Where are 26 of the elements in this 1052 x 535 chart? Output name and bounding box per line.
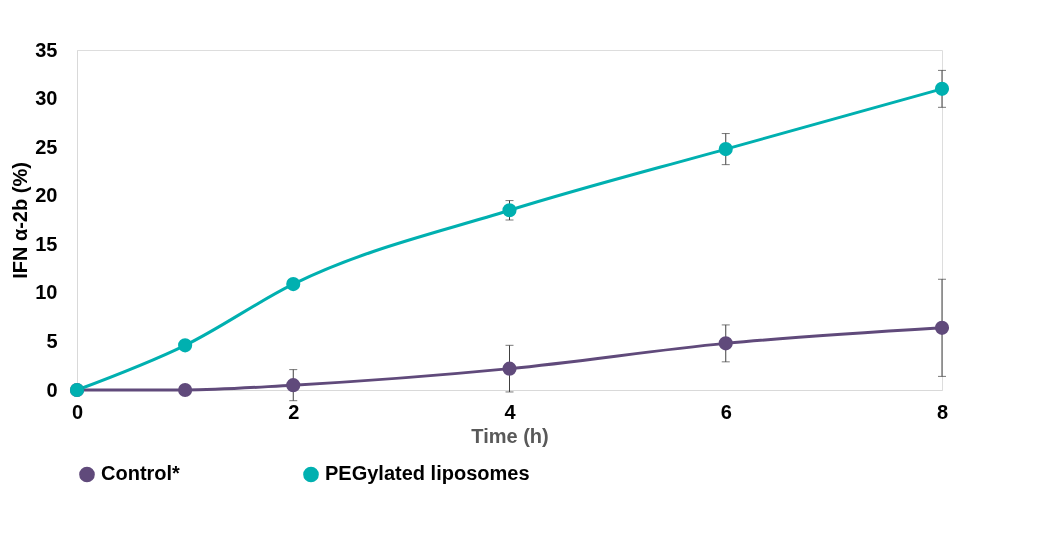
legend-label: Control* — [101, 462, 181, 485]
y-axis-title: IFN α-2b (%) — [9, 162, 32, 279]
point — [934, 81, 950, 96]
x-tick-label: 6 — [720, 400, 732, 423]
y-tick-label: 10 — [35, 281, 58, 304]
x-tick-label: 4 — [504, 400, 517, 423]
y-tick-label: 35 — [35, 38, 58, 61]
y-tick-label: 5 — [46, 329, 58, 352]
y-tick-label: 0 — [46, 378, 58, 401]
point — [934, 320, 950, 335]
point — [502, 361, 517, 376]
point — [718, 336, 733, 351]
point — [286, 378, 301, 393]
y-tick-label: 30 — [35, 87, 58, 110]
y-tick-label: 20 — [35, 184, 58, 207]
x-tick-label: 2 — [288, 400, 300, 423]
x-tick-label: 0 — [71, 400, 84, 423]
point — [178, 382, 193, 398]
y-tick-label: 25 — [35, 135, 58, 158]
point — [718, 142, 733, 157]
y-tick-label: 15 — [35, 232, 58, 255]
x-tick-label: 8 — [936, 400, 949, 423]
legend-label: PEGylated liposomes — [325, 462, 530, 485]
point — [178, 338, 193, 353]
point — [286, 277, 301, 292]
x-axis-title: Time (h) — [471, 424, 549, 447]
